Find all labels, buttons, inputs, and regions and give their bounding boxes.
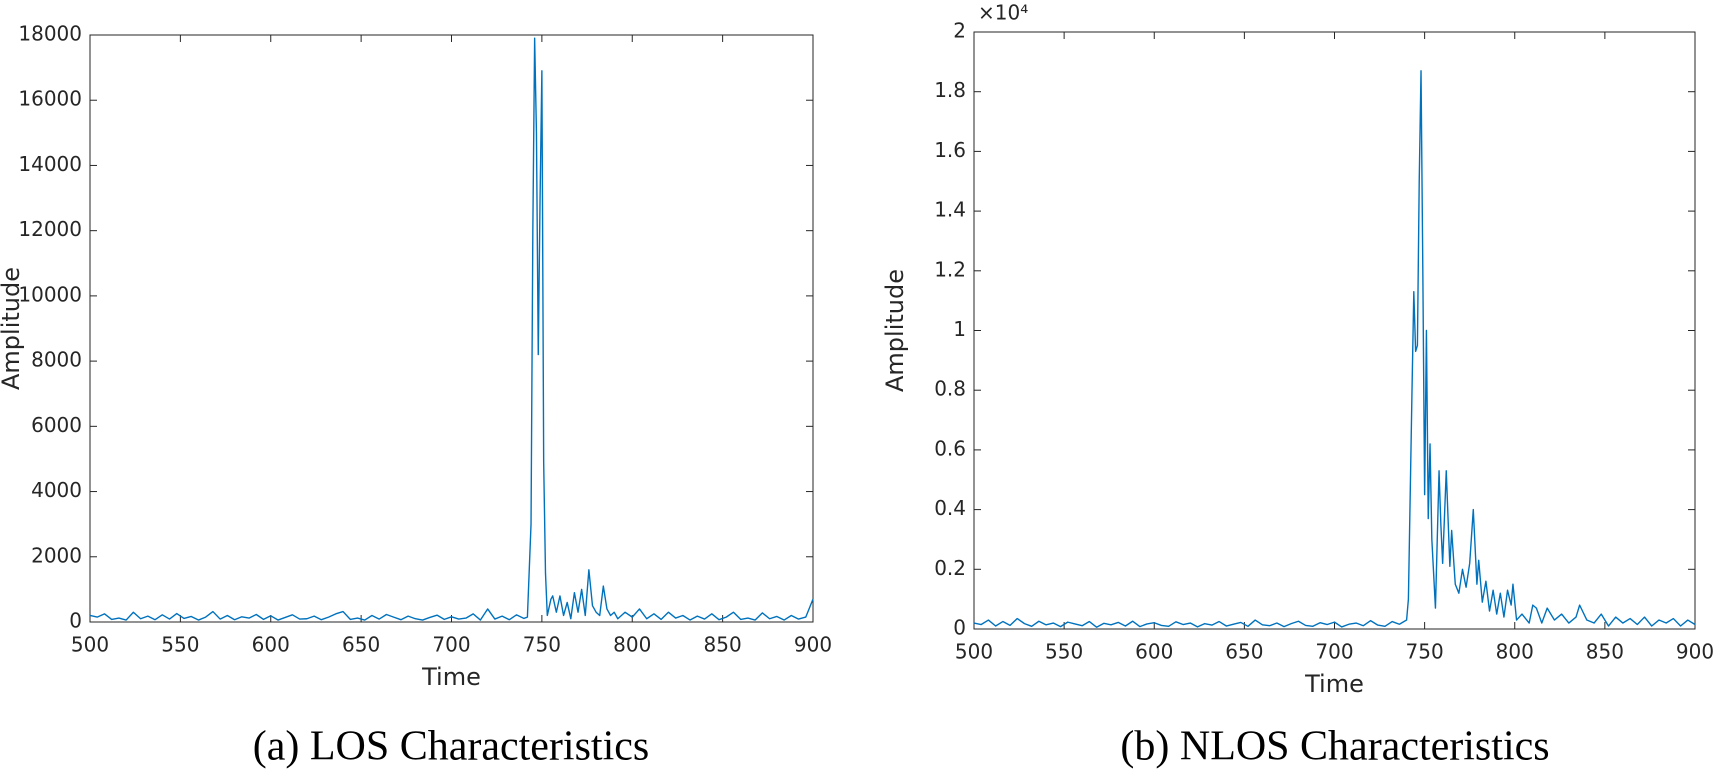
x-tick-label: 750 <box>523 633 561 657</box>
y-tick-label: 14000 <box>18 152 82 176</box>
caption: (a) LOS Characteristics <box>253 724 650 770</box>
caption: (b) NLOS Characteristics <box>1120 724 1549 770</box>
y-tick-label: 18000 <box>18 22 82 46</box>
y-axis-label: Amplitude <box>881 269 909 392</box>
y-tick-label: 1.4 <box>934 198 966 222</box>
plot-area <box>89 34 814 623</box>
y-tick-label: 1.6 <box>934 138 966 162</box>
y-tick-label: 8000 <box>31 348 82 372</box>
x-tick-label: 500 <box>955 640 993 664</box>
y-tick-label: 16000 <box>18 87 82 111</box>
x-tick-label: 850 <box>1586 640 1624 664</box>
x-tick-label: 800 <box>1496 640 1534 664</box>
x-tick-label: 750 <box>1406 640 1444 664</box>
y-multiplier: ×10⁴ <box>978 1 1028 25</box>
y-tick-label: 0.8 <box>934 377 966 401</box>
y-axis-label: Amplitude <box>0 267 25 390</box>
x-tick-label: 550 <box>161 633 199 657</box>
x-tick-label: 900 <box>794 633 832 657</box>
y-tick-label: 1.8 <box>934 78 966 102</box>
x-axis-label: Time <box>1304 670 1364 698</box>
y-tick-label: 1.2 <box>934 257 966 281</box>
plot-area <box>973 31 1696 630</box>
y-tick-label: 0 <box>953 616 966 640</box>
x-tick-label: 900 <box>1676 640 1714 664</box>
y-tick-label: 2000 <box>31 543 82 567</box>
x-tick-label: 800 <box>613 633 651 657</box>
x-tick-label: 650 <box>1225 640 1263 664</box>
y-tick-label: 2 <box>953 19 966 43</box>
x-tick-label: 850 <box>704 633 742 657</box>
y-tick-label: 4000 <box>31 478 82 502</box>
x-tick-label: 700 <box>432 633 470 657</box>
x-tick-label: 600 <box>252 633 290 657</box>
x-tick-label: 700 <box>1315 640 1353 664</box>
y-tick-label: 0.4 <box>934 496 966 520</box>
x-tick-label: 600 <box>1135 640 1173 664</box>
y-tick-label: 0.2 <box>934 556 966 580</box>
data-line <box>89 37 814 621</box>
x-tick-label: 550 <box>1045 640 1083 664</box>
data-line <box>973 70 1696 628</box>
y-tick-label: 0 <box>69 609 82 633</box>
y-tick-label: 6000 <box>31 413 82 437</box>
x-axis-label: Time <box>421 663 481 691</box>
y-tick-label: 12000 <box>18 217 82 241</box>
x-tick-label: 500 <box>71 633 109 657</box>
y-tick-label: 0.6 <box>934 436 966 460</box>
x-tick-label: 650 <box>342 633 380 657</box>
y-tick-label: 10000 <box>18 282 82 306</box>
y-tick-label: 1 <box>953 317 966 341</box>
